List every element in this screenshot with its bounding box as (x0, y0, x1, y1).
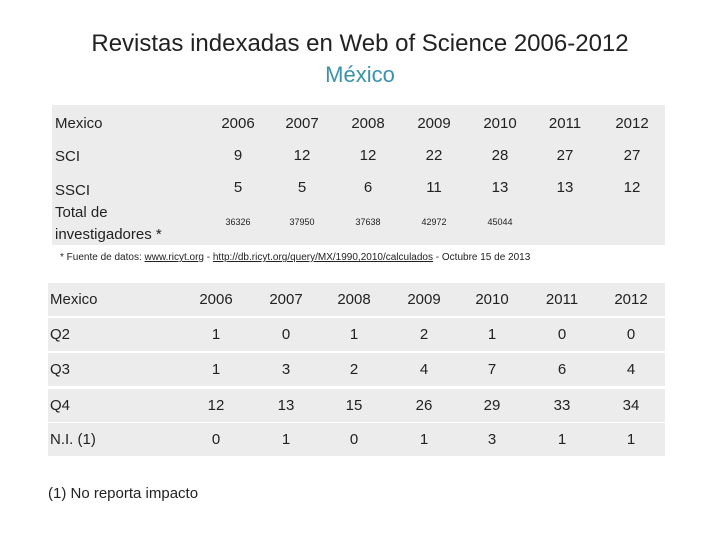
row-label: SCI (55, 148, 81, 165)
footnote-text: * Fuente de datos: (60, 252, 145, 263)
row-label: N.I. (1) (50, 431, 96, 448)
column-header: 2009 (407, 291, 441, 308)
cell-value: 6 (557, 361, 567, 378)
cell-value: 7 (487, 361, 497, 378)
cell-value: 15 (345, 397, 363, 414)
cell-value: 0 (281, 326, 291, 343)
column-header: Mexico (55, 114, 103, 132)
cell-value: 12 (293, 146, 311, 164)
cell-value: 0 (557, 326, 567, 343)
cell-value: 28 (491, 146, 509, 164)
column-header: 2009 (417, 114, 451, 132)
footnote: * Fuente de datos: www.ricyt.org - http:… (60, 252, 530, 263)
cell-value: 3 (281, 361, 291, 378)
cell-value: 1 (211, 361, 221, 378)
column-header: 2008 (351, 114, 385, 132)
cell-value: 22 (425, 146, 443, 164)
row-background (48, 423, 665, 456)
cell-value: 1 (281, 431, 291, 448)
row-label: SSCI (55, 182, 91, 199)
link[interactable]: www.ricyt.org (144, 252, 204, 263)
row-background (48, 318, 665, 351)
row-background (48, 389, 665, 422)
cell-value: 27 (623, 146, 641, 164)
cell-value: 27 (556, 146, 574, 164)
cell-value: 3 (487, 431, 497, 448)
cell-value: 1 (557, 431, 567, 448)
cell-value: 33 (553, 397, 571, 414)
cell-value: 4 (626, 361, 636, 378)
row-background (48, 353, 665, 386)
cell-value: 26 (415, 397, 433, 414)
row-label: Q2 (50, 326, 71, 343)
column-header: 2010 (475, 291, 509, 308)
cell-value: 12 (207, 397, 225, 414)
cell-value: 12 (623, 178, 641, 196)
row-background (48, 283, 665, 316)
note: (1) No reporta impacto (48, 485, 199, 502)
cell-value: 12 (359, 146, 377, 164)
title: Revistas indexadas en Web of Science 200… (91, 30, 629, 57)
column-header: 2010 (483, 114, 517, 132)
column-header: 2008 (337, 291, 371, 308)
link[interactable]: http://db.ricyt.org/query/MX/1990,2010/c… (212, 252, 433, 263)
cell-value: 45044 (487, 217, 513, 227)
cell-value: 13 (277, 397, 295, 414)
row-label: Q4 (50, 397, 71, 414)
column-header: 2006 (199, 291, 233, 308)
cell-value: 11 (426, 178, 442, 196)
cell-value: 5 (297, 178, 307, 196)
cell-value: 1 (419, 431, 429, 448)
cell-value: 0 (211, 431, 221, 448)
column-header: Mexico (50, 291, 98, 308)
column-header: 2012 (615, 114, 649, 132)
cell-value: 4 (419, 361, 429, 378)
row-label: Total de investigadores * (55, 204, 162, 243)
table-background (52, 105, 665, 245)
cell-value: 1 (626, 431, 636, 448)
cell-value: 5 (233, 178, 243, 196)
cell-value: 29 (483, 397, 501, 414)
cell-value: 37950 (289, 217, 315, 227)
cell-value: 1 (349, 326, 359, 343)
cell-value: 2 (349, 361, 359, 378)
cell-value: 42972 (421, 217, 447, 227)
cell-value: 0 (626, 326, 636, 343)
column-header: 2011 (548, 114, 582, 132)
cell-value: 1 (211, 326, 221, 343)
column-header: 2007 (269, 291, 303, 308)
cell-value: 34 (622, 397, 640, 414)
column-header: 2012 (614, 291, 648, 308)
column-header: 2007 (285, 114, 319, 132)
footnote-text: - Octubre 15 de 2013 (433, 252, 531, 263)
column-header: 2006 (221, 114, 255, 132)
cell-value: 6 (363, 178, 373, 196)
cell-value: 37638 (355, 217, 381, 227)
subtitle: México (325, 62, 395, 87)
column-header: 2011 (545, 291, 579, 308)
cell-value: 13 (556, 178, 574, 196)
row-label: Q3 (50, 361, 71, 378)
cell-value: 36326 (225, 217, 251, 227)
cell-value: 9 (233, 146, 243, 164)
cell-value: 13 (491, 178, 509, 196)
cell-value: 1 (487, 326, 497, 343)
cell-value: 0 (349, 431, 359, 448)
cell-value: 2 (419, 326, 429, 343)
footnote-text: - (203, 252, 213, 263)
